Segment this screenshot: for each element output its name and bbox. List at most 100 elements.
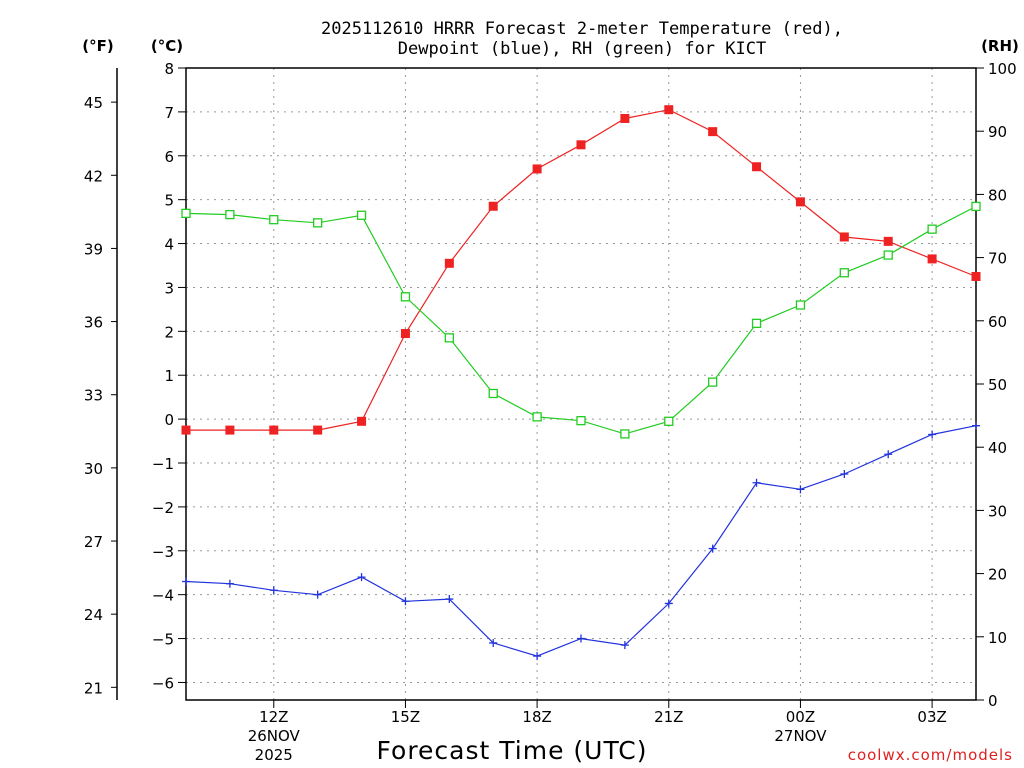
- 2-meter-temperature-point: [357, 416, 367, 426]
- celsius-tick-label: 6: [164, 148, 174, 166]
- rh-point: [181, 208, 191, 219]
- dewpoint-point: [269, 586, 278, 595]
- fahrenheit-tick-label: 27: [84, 533, 103, 551]
- 2-meter-temperature-point: [620, 113, 630, 123]
- celsius-tick-label: 4: [164, 236, 174, 254]
- celsius-tick-label: −6: [152, 674, 174, 692]
- dewpoint-point: [928, 430, 937, 439]
- rh-point: [795, 300, 806, 310]
- dewpoint-point: [182, 577, 190, 586]
- 2-meter-temperature-point: [269, 425, 279, 435]
- dewpoint-point: [752, 478, 761, 487]
- rh-tick-label: 10: [988, 629, 1007, 647]
- plot-frame: [185, 67, 977, 701]
- fahrenheit-tick-label: 36: [84, 314, 103, 332]
- rh-tick-label: 0: [988, 692, 998, 710]
- dewpoint-point: [708, 544, 717, 553]
- celsius-tick-label: −1: [152, 455, 174, 473]
- x-tick-label: 12Z: [259, 708, 288, 726]
- 2-meter-temperature-point: [488, 201, 498, 211]
- rh-tick-label: 30: [988, 502, 1007, 520]
- data-series: [181, 105, 981, 661]
- celsius-tick-label: −2: [152, 499, 174, 517]
- 2-meter-temperature-point: [313, 425, 323, 435]
- x-tick-date-label: 27NOV: [774, 727, 827, 745]
- dewpoint-point: [489, 638, 498, 647]
- fahrenheit-tick-label: 39: [84, 240, 103, 258]
- rh-point: [269, 215, 279, 225]
- fahrenheit-tick-label: 30: [84, 460, 103, 478]
- rh-point: [883, 250, 893, 260]
- 2-meter-temperature-series: [181, 105, 981, 435]
- celsius-unit-label: (°C): [151, 37, 183, 55]
- 2-meter-temperature-point: [444, 258, 454, 268]
- rh-point: [313, 218, 323, 228]
- rh-point: [708, 377, 718, 387]
- fahrenheit-tick-label: 21: [84, 679, 103, 697]
- 2-meter-temperature-point: [576, 140, 586, 150]
- dewpoint-point: [664, 599, 673, 608]
- rh-tick-label: 90: [988, 123, 1007, 141]
- x-tick-label: 15Z: [391, 708, 420, 726]
- 2-meter-temperature-point: [532, 164, 542, 174]
- chart-title-line-1: 2025112610 HRRR Forecast 2-meter Tempera…: [321, 19, 843, 39]
- 2-meter-temperature-point: [708, 127, 718, 137]
- rh-point: [664, 416, 674, 426]
- dewpoint-point: [225, 579, 234, 588]
- 2-meter-temperature-point: [400, 329, 410, 339]
- dewpoint-point: [533, 652, 542, 661]
- x-tick-label: 21Z: [654, 708, 683, 726]
- dewpoint-point: [577, 634, 585, 643]
- celsius-tick-label: 0: [164, 411, 174, 429]
- fahrenheit-tick-label: 42: [84, 167, 103, 185]
- chart-title-line-2: Dewpoint (blue), RH (green) for KICT: [398, 39, 766, 59]
- dewpoint-series: [182, 421, 980, 661]
- dewpoint-line: [185, 425, 977, 657]
- rh-point: [488, 388, 498, 399]
- 2-meter-temperature-point: [225, 425, 235, 435]
- rh-point: [927, 224, 937, 234]
- source-credit: coolwx.com/models: [848, 746, 1013, 764]
- dewpoint-point: [401, 597, 410, 606]
- x-tick-year-label: 2025: [255, 746, 293, 764]
- rh-point: [356, 210, 367, 220]
- 2-meter-temperature-point: [883, 236, 893, 246]
- rh-tick-label: 20: [988, 566, 1007, 584]
- rh-tick-label: 100: [988, 60, 1017, 78]
- rh-line: [185, 205, 977, 435]
- tick-labels: 876543210−1−2−3−4−5−64542393633302724211…: [84, 60, 1017, 764]
- x-tick-label: 03Z: [917, 708, 946, 726]
- dewpoint-point: [972, 421, 980, 430]
- dewpoint-point: [313, 590, 322, 599]
- dewpoint-point: [445, 595, 454, 604]
- rh-point: [620, 429, 630, 439]
- x-tick-label: 00Z: [786, 708, 815, 726]
- 2-meter-temperature-point: [927, 254, 937, 264]
- celsius-tick-label: 2: [164, 323, 174, 341]
- rh-tick-label: 80: [988, 186, 1007, 204]
- celsius-tick-label: 1: [164, 367, 174, 385]
- rh-tick-label: 60: [988, 313, 1007, 331]
- celsius-tick-label: 7: [164, 104, 174, 122]
- grid-lines: [186, 68, 976, 700]
- rh-point: [839, 268, 849, 278]
- 2-meter-temperature-line: [186, 109, 977, 431]
- celsius-tick-label: −4: [152, 587, 174, 605]
- rh-point: [225, 209, 235, 220]
- 2-meter-temperature-point: [181, 425, 191, 435]
- x-axis-label: Forecast Time (UTC): [377, 736, 648, 765]
- fahrenheit-tick-label: 33: [84, 387, 103, 405]
- dewpoint-point: [840, 469, 849, 478]
- 2-meter-temperature-point: [752, 162, 762, 172]
- x-tick-label: 18Z: [522, 708, 551, 726]
- rh-point: [444, 333, 454, 343]
- rh-tick-label: 70: [988, 250, 1007, 268]
- rh-series: [181, 201, 981, 439]
- dewpoint-point: [796, 485, 805, 494]
- celsius-tick-label: −3: [152, 543, 174, 561]
- 2-meter-temperature-point: [664, 105, 674, 115]
- rh-point: [532, 412, 542, 422]
- fahrenheit-tick-label: 45: [84, 94, 103, 112]
- dewpoint-point: [620, 641, 629, 650]
